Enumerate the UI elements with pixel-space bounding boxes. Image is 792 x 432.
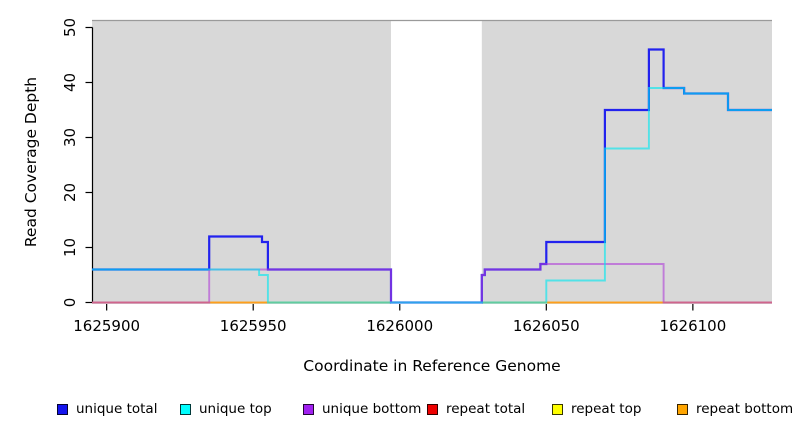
legend-item-unique-bottom: unique bottom bbox=[303, 401, 421, 417]
legend-item-unique-top: unique top bbox=[180, 401, 272, 417]
x-tick-label: 1626000 bbox=[366, 317, 433, 335]
y-tick-label: 20 bbox=[61, 183, 79, 202]
x-tick-label: 1625950 bbox=[220, 317, 287, 335]
y-tick-label: 30 bbox=[61, 128, 79, 147]
legend-label: unique total bbox=[76, 401, 158, 417]
x-tick-label: 1626050 bbox=[513, 317, 580, 335]
legend-item-unique-total: unique total bbox=[57, 401, 157, 417]
series-line-unique-top bbox=[92, 87, 772, 304]
legend-item-repeat-bottom: repeat bottom bbox=[677, 401, 792, 417]
legend-label: unique bottom bbox=[322, 401, 422, 417]
x-tick-label: 1625900 bbox=[73, 317, 140, 335]
legend-label: repeat top bbox=[571, 401, 642, 417]
gap-region bbox=[390, 21, 482, 304]
legend-swatch bbox=[552, 403, 563, 415]
legend-swatch bbox=[427, 403, 438, 415]
legend-item-repeat-top: repeat top bbox=[552, 401, 641, 417]
y-tick-label: 10 bbox=[61, 238, 79, 257]
legend-label: repeat total bbox=[446, 401, 526, 417]
y-tick-label: 40 bbox=[61, 73, 79, 92]
legend-label: unique top bbox=[199, 401, 272, 417]
legend-swatch bbox=[677, 403, 688, 415]
legend-label: repeat bottom bbox=[696, 401, 792, 417]
y-tick-label: 0 bbox=[61, 298, 79, 308]
legend: unique total unique top unique bottom repea… bbox=[0, 401, 792, 421]
x-axis-title: Coordinate in Reference Genome bbox=[303, 357, 561, 375]
legend-item-repeat-total: repeat total bbox=[427, 401, 525, 417]
y-tick-label: 50 bbox=[61, 18, 79, 37]
y-axis-title: Read Coverage Depth bbox=[22, 76, 40, 248]
x-tick-label: 1626100 bbox=[659, 317, 726, 335]
legend-swatch bbox=[303, 403, 314, 415]
legend-swatch bbox=[57, 403, 68, 415]
legend-swatch bbox=[180, 403, 191, 415]
